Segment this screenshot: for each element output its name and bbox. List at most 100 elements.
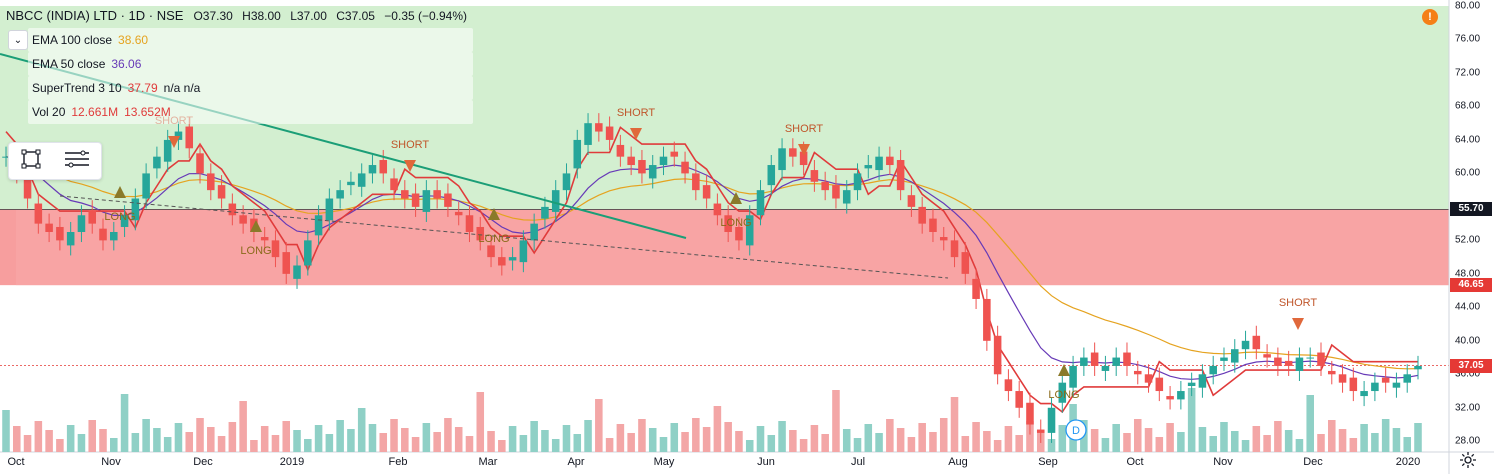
volume-bar	[1327, 420, 1336, 452]
candle-body	[1414, 365, 1422, 370]
candle-body	[1112, 357, 1120, 366]
volume-bar	[681, 432, 689, 452]
indicator-value2: 13.652M	[124, 105, 171, 119]
candle-body	[1144, 374, 1153, 383]
gear-icon[interactable]	[1459, 451, 1477, 474]
indicator-volume[interactable]: Vol 20 12.661M 13.652M	[28, 100, 474, 124]
indicator-value: 38.60	[118, 33, 149, 47]
volume-bar	[153, 428, 161, 452]
candle-body	[1220, 357, 1228, 361]
volume-bar	[1306, 395, 1314, 452]
candle-body	[174, 131, 183, 140]
volume-bar	[1349, 438, 1358, 452]
indicator-ema50[interactable]: EMA 50 close 36.06	[28, 52, 474, 76]
settings-lines-icon[interactable]	[63, 148, 91, 175]
volume-bar	[34, 421, 43, 452]
volume-bar	[864, 424, 873, 452]
volume-bar	[207, 427, 215, 452]
indicator-ema100[interactable]: EMA 100 close 38.60	[28, 28, 474, 52]
volume-bar	[1209, 436, 1217, 452]
indicator-supertrend[interactable]: SuperTrend 3 10 37.79 n/a n/a	[28, 76, 474, 100]
candle-body	[304, 240, 312, 266]
volume-bar	[1263, 435, 1271, 452]
dividend-label: D	[1072, 425, 1080, 437]
volume-bar	[595, 399, 603, 452]
price-tick-label: 28.00	[1455, 435, 1481, 447]
volume-bar	[185, 432, 194, 452]
volume-bar	[99, 429, 107, 452]
candle-body	[465, 215, 474, 232]
candle-body	[411, 193, 420, 207]
candle-body	[1177, 391, 1185, 400]
volume-bar	[174, 423, 183, 452]
candle-body	[745, 215, 754, 246]
price-tick-label: 44.00	[1455, 301, 1481, 313]
candle-body	[1101, 365, 1110, 371]
candle-body	[950, 240, 959, 258]
candle-body	[153, 156, 161, 169]
candle-body	[142, 173, 150, 199]
ema100-line	[5, 156, 1419, 370]
candle-body	[864, 165, 873, 169]
volume-bar	[1371, 433, 1379, 452]
candle-body	[983, 298, 991, 341]
candle-body	[1123, 352, 1131, 366]
candle-body	[487, 245, 495, 258]
candle-body	[110, 232, 118, 241]
candle-body	[1274, 357, 1282, 366]
collapse-legend-button[interactable]: ⌄	[8, 30, 28, 50]
candle-body	[260, 237, 269, 241]
candle-body	[347, 181, 355, 186]
candle-body	[1080, 357, 1088, 366]
time-tick-label: Aug	[948, 456, 968, 468]
price-axis[interactable]: 80.0076.0072.0068.0064.0060.0056.0052.00…	[1449, 0, 1494, 452]
volume-bar	[670, 423, 679, 452]
volume-bar	[875, 433, 883, 452]
volume-bar	[217, 436, 226, 452]
rectangle-tool-icon[interactable]	[20, 148, 42, 175]
price-tick-label: 36.00	[1455, 368, 1481, 380]
candle-body	[207, 173, 215, 191]
long-label: LONG	[1048, 389, 1079, 401]
volume-bar	[799, 439, 808, 452]
candle-body	[120, 215, 129, 227]
candle-body	[1069, 365, 1077, 388]
volume-bar	[196, 418, 204, 452]
candle-body	[45, 223, 53, 232]
time-tick-label: May	[653, 456, 675, 468]
time-axis[interactable]: Oct Nov Dec 2019 Feb Mar Apr May Jun Jul Aug Sep Oct…	[0, 452, 1449, 474]
volume-bar	[638, 419, 646, 452]
volume-bar	[293, 430, 301, 452]
candle-body	[1252, 335, 1261, 350]
candle-body	[379, 160, 388, 174]
volume-bar	[1198, 427, 1207, 452]
candle-body	[832, 185, 840, 199]
warning-icon[interactable]: !	[1422, 9, 1438, 25]
volume-bar	[810, 425, 819, 452]
volume-bar	[929, 432, 937, 452]
volume-bar	[1177, 432, 1185, 452]
candle-body	[476, 226, 485, 241]
price-tick-label: 52.00	[1455, 234, 1481, 246]
volume-bar	[1133, 419, 1142, 452]
volume-bar	[239, 401, 247, 452]
volume-bar	[767, 435, 776, 452]
price-tick-label: 76.00	[1455, 33, 1481, 45]
volume-bar	[1112, 424, 1120, 452]
candle-body	[1360, 391, 1368, 397]
candle-body	[88, 210, 97, 224]
volume-bar	[465, 436, 474, 452]
volume-bar	[110, 438, 118, 452]
volume-bar	[519, 435, 528, 452]
price-tick-label: 32.00	[1455, 402, 1481, 414]
time-tick-label: Sep	[1038, 456, 1058, 468]
volume-bar	[961, 436, 970, 452]
volume-bar	[853, 438, 862, 452]
volume-bar	[282, 421, 291, 452]
candle-body	[1187, 382, 1196, 387]
candle-body	[56, 226, 64, 241]
candle-body	[239, 215, 247, 224]
volume-bar	[476, 392, 485, 452]
time-tick-label: Oct	[7, 456, 25, 468]
